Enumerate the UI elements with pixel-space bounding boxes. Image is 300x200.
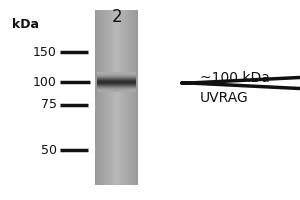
Bar (125, 10, 126, 185)
Bar (96, 10, 97, 185)
Bar (113, 10, 114, 185)
Bar (97, 91, 136, 92)
Text: 75: 75 (41, 98, 57, 112)
Bar (97, 80, 136, 81)
Bar (97, 10, 98, 185)
Bar (101, 10, 102, 185)
Bar (97, 75, 136, 76)
Bar (97, 77, 136, 78)
Bar (97, 78, 136, 79)
Bar (97, 85, 136, 86)
Bar (112, 10, 113, 185)
Bar (104, 10, 105, 185)
Bar (106, 10, 107, 185)
Bar (137, 10, 138, 185)
Bar (135, 10, 136, 185)
Bar (128, 10, 129, 185)
Text: UVRAG: UVRAG (200, 91, 249, 105)
Text: kDa: kDa (12, 18, 39, 31)
Bar (97, 84, 136, 85)
Text: ~100 kDa: ~100 kDa (200, 71, 270, 85)
Bar (114, 10, 115, 185)
Text: 2: 2 (112, 8, 122, 26)
Bar (118, 10, 119, 185)
Bar (97, 76, 136, 77)
Bar (127, 10, 128, 185)
Bar (110, 10, 111, 185)
Bar (132, 10, 133, 185)
Bar (97, 73, 136, 74)
Bar (111, 10, 112, 185)
Bar (107, 10, 108, 185)
Bar (97, 82, 136, 83)
Text: 50: 50 (41, 144, 57, 156)
Bar (134, 10, 135, 185)
Bar (97, 72, 136, 73)
Bar (126, 10, 127, 185)
Bar (122, 10, 123, 185)
Bar (95, 10, 96, 185)
Bar (115, 10, 116, 185)
Bar (97, 90, 136, 91)
Bar (116, 10, 117, 185)
Bar (120, 10, 121, 185)
Bar (98, 10, 99, 185)
Text: 100: 100 (33, 75, 57, 88)
Bar (119, 10, 120, 185)
Bar (130, 10, 131, 185)
Bar (97, 74, 136, 75)
Bar (124, 10, 125, 185)
Bar (108, 10, 109, 185)
Bar (121, 10, 122, 185)
Bar (99, 10, 100, 185)
Bar (123, 10, 124, 185)
Bar (97, 83, 136, 84)
Bar (97, 81, 136, 82)
Bar (100, 10, 101, 185)
Bar (103, 10, 104, 185)
Bar (136, 10, 137, 185)
Text: 150: 150 (33, 46, 57, 58)
Bar (97, 86, 136, 87)
Bar (97, 89, 136, 90)
Bar (117, 10, 118, 185)
Bar (133, 10, 134, 185)
Bar (97, 87, 136, 88)
Bar (129, 10, 130, 185)
Bar (97, 88, 136, 89)
Bar (105, 10, 106, 185)
Bar (97, 79, 136, 80)
Bar (102, 10, 103, 185)
